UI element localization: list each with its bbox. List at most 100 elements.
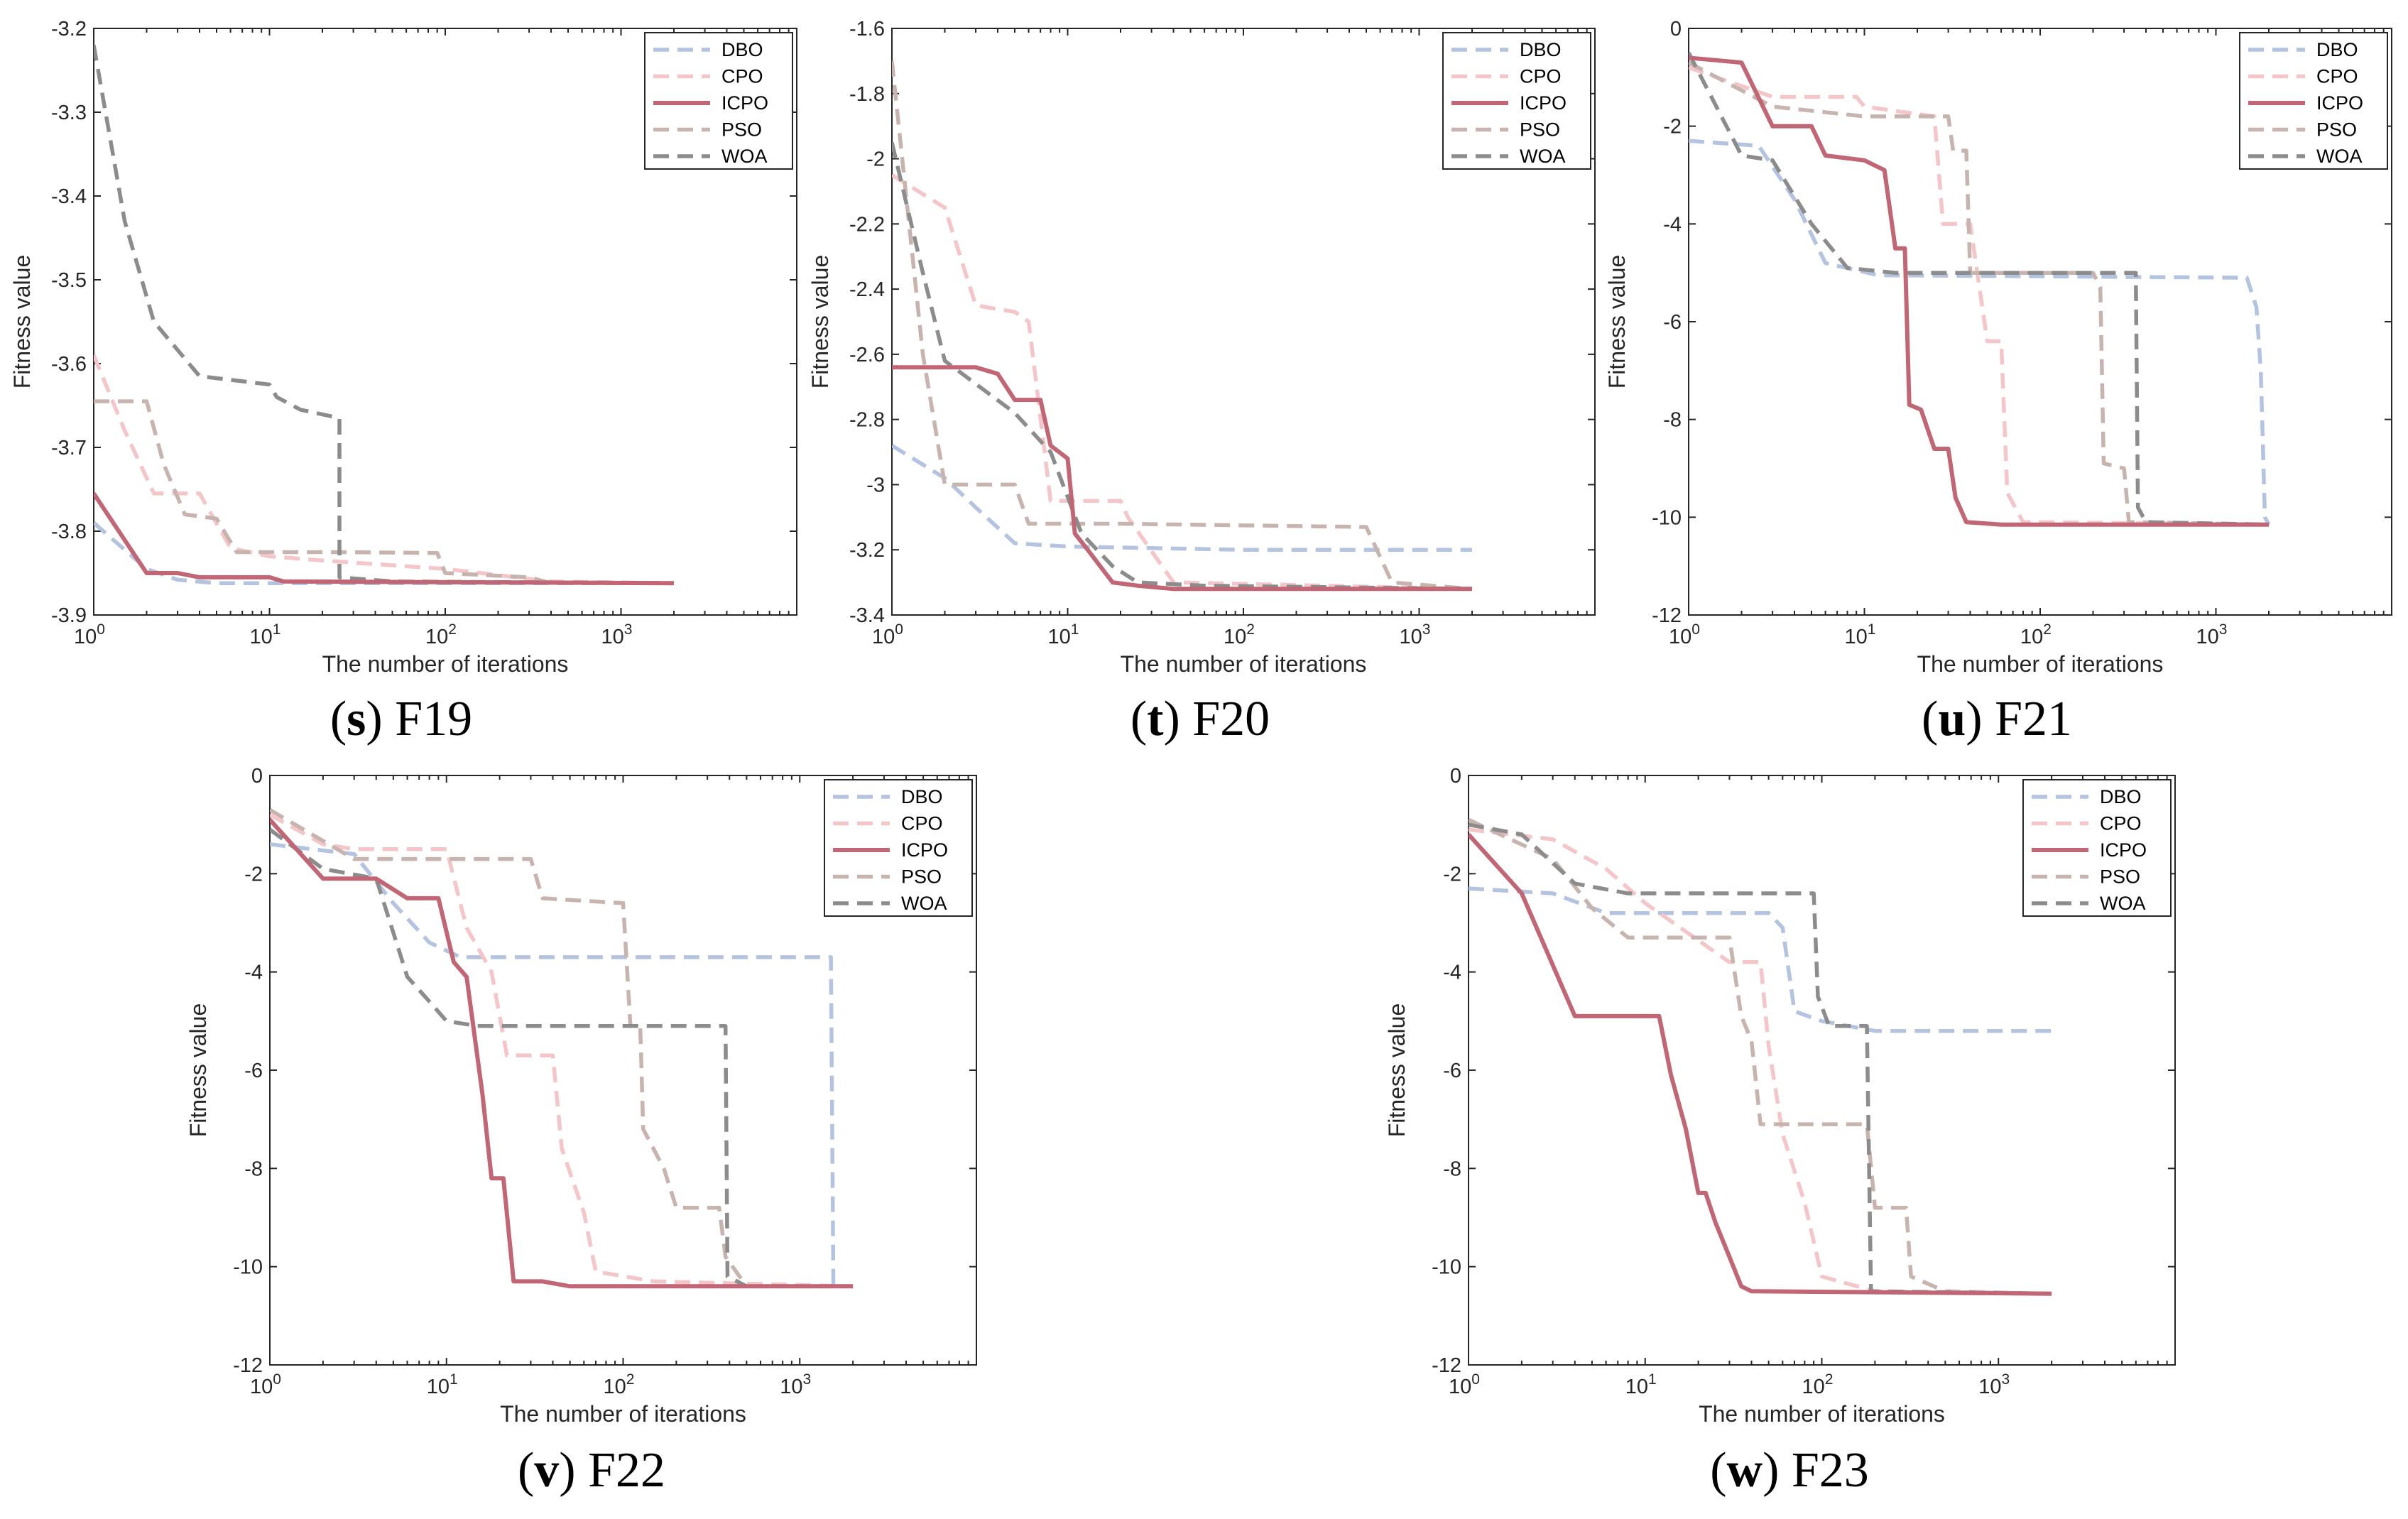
legend-label-pso: PSO <box>721 119 762 141</box>
panel-caption: (u) F21 <box>1922 692 2072 746</box>
legend-label-pso: PSO <box>2100 866 2140 888</box>
y-tick-label: -12 <box>1432 1354 1461 1377</box>
x-tick-label: 102 <box>604 1371 635 1398</box>
legend-label-icpo: ICPO <box>2316 92 2363 114</box>
x-axis-label: The number of iterations <box>500 1401 746 1427</box>
series-line-woa <box>270 827 854 1289</box>
y-tick-label: -2 <box>1443 863 1461 886</box>
legend-label-icpo: ICPO <box>901 839 948 861</box>
x-tick-label: 103 <box>2196 621 2228 648</box>
series-line-woa <box>1469 822 2052 1296</box>
y-tick-label: -8 <box>1443 1158 1461 1180</box>
x-tick-label: 100 <box>250 1371 281 1398</box>
legend-label-pso: PSO <box>2316 119 2357 141</box>
legend-label-icpo: ICPO <box>1520 92 1567 114</box>
y-tick-label: -2.6 <box>849 344 885 366</box>
series-line-icpo <box>270 818 854 1289</box>
x-axis-label: The number of iterations <box>322 651 569 677</box>
legend-label-dbo: DBO <box>2100 786 2142 807</box>
x-tick-label: 101 <box>250 621 281 648</box>
x-tick-label: 103 <box>601 621 633 648</box>
y-tick-label: -3.8 <box>51 521 87 543</box>
legend-label-woa: WOA <box>901 893 947 914</box>
y-tick-label: -3.2 <box>849 539 885 562</box>
x-tick-label: 100 <box>1449 1371 1480 1398</box>
legend-label-cpo: CPO <box>721 66 763 87</box>
legend-label-pso: PSO <box>1520 119 1560 141</box>
x-tick-label: 103 <box>1978 1371 2010 1398</box>
x-tick-label: 101 <box>1048 621 1079 648</box>
legend: DBO CPO ICPO PSO WOA <box>1442 32 1591 170</box>
legend-label-dbo: DBO <box>721 39 763 60</box>
x-tick-label: 103 <box>780 1371 811 1398</box>
y-tick-label: -3.4 <box>849 604 885 627</box>
series-line-woa <box>94 45 675 585</box>
y-tick-label: 0 <box>251 765 263 788</box>
y-tick-label: -2 <box>244 863 263 886</box>
legend-label-woa: WOA <box>721 146 768 167</box>
legend-label-cpo: CPO <box>2316 66 2358 87</box>
series-line-woa <box>1689 52 2270 527</box>
y-axis-label: Fitness value <box>1384 1003 1410 1138</box>
y-tick-label: -1.8 <box>849 83 885 106</box>
y-tick-label: -2.8 <box>849 409 885 432</box>
legend-label-dbo: DBO <box>1520 39 1562 60</box>
series-line-cpo <box>1469 827 2052 1296</box>
y-tick-label: -10 <box>1652 506 1682 529</box>
y-axis-label: Fitness value <box>807 255 833 389</box>
legend-label-cpo: CPO <box>901 813 943 834</box>
y-tick-label: -6 <box>1443 1060 1461 1082</box>
x-tick-label: 100 <box>1669 621 1700 648</box>
x-tick-label: 101 <box>1625 1371 1657 1398</box>
y-tick-label: -3.2 <box>51 18 87 40</box>
legend-label-icpo: ICPO <box>2100 839 2147 861</box>
y-tick-label: 0 <box>1670 18 1682 40</box>
panel-caption: (v) F22 <box>518 1443 665 1498</box>
y-tick-label: -2.4 <box>849 278 885 301</box>
y-tick-label: -1.6 <box>849 18 885 40</box>
y-tick-label: -12 <box>233 1354 263 1377</box>
y-tick-label: -6 <box>244 1060 263 1082</box>
y-tick-label: -3.3 <box>51 102 87 124</box>
series-line-pso <box>270 808 854 1289</box>
legend-label-dbo: DBO <box>901 786 943 807</box>
y-tick-label: -3.4 <box>51 185 87 208</box>
series-line-icpo <box>94 492 675 586</box>
x-axis-label: The number of iterations <box>1917 651 2164 677</box>
y-axis-label: Fitness value <box>185 1003 211 1138</box>
x-tick-label: 100 <box>74 621 105 648</box>
y-tick-label: -4 <box>1663 213 1682 236</box>
legend-label-icpo: ICPO <box>721 92 768 114</box>
panel-caption: (w) F23 <box>1710 1443 1869 1498</box>
y-tick-label: 0 <box>1450 765 1461 788</box>
y-tick-label: -2 <box>866 148 885 171</box>
panel-caption: (s) F19 <box>330 692 472 746</box>
y-tick-label: -3 <box>866 474 885 496</box>
series-line-pso <box>892 60 1473 592</box>
x-axis-label: The number of iterations <box>1121 651 1367 677</box>
legend-label-dbo: DBO <box>2316 39 2358 60</box>
y-tick-label: -3.5 <box>51 269 87 292</box>
legend: DBO CPO ICPO PSO WOA <box>824 779 973 917</box>
y-axis-label: Fitness value <box>1604 255 1630 389</box>
x-tick-label: 101 <box>427 1371 458 1398</box>
y-tick-label: -3.6 <box>51 353 87 376</box>
y-tick-label: -3.7 <box>51 437 87 459</box>
series-line-cpo <box>270 812 854 1289</box>
legend-label-pso: PSO <box>901 866 942 888</box>
y-tick-label: -8 <box>244 1158 263 1180</box>
x-tick-label: 102 <box>1224 621 1255 648</box>
y-tick-label: -12 <box>1652 604 1682 627</box>
x-tick-label: 102 <box>425 621 457 648</box>
legend-label-cpo: CPO <box>2100 813 2142 834</box>
x-tick-label: 102 <box>1802 1371 1834 1398</box>
x-tick-label: 101 <box>1845 621 1876 648</box>
legend: DBO CPO ICPO PSO WOA <box>644 32 793 170</box>
y-tick-label: -2.2 <box>849 213 885 236</box>
series-line-dbo <box>1469 886 2052 1033</box>
series-line-icpo <box>1689 55 2269 527</box>
